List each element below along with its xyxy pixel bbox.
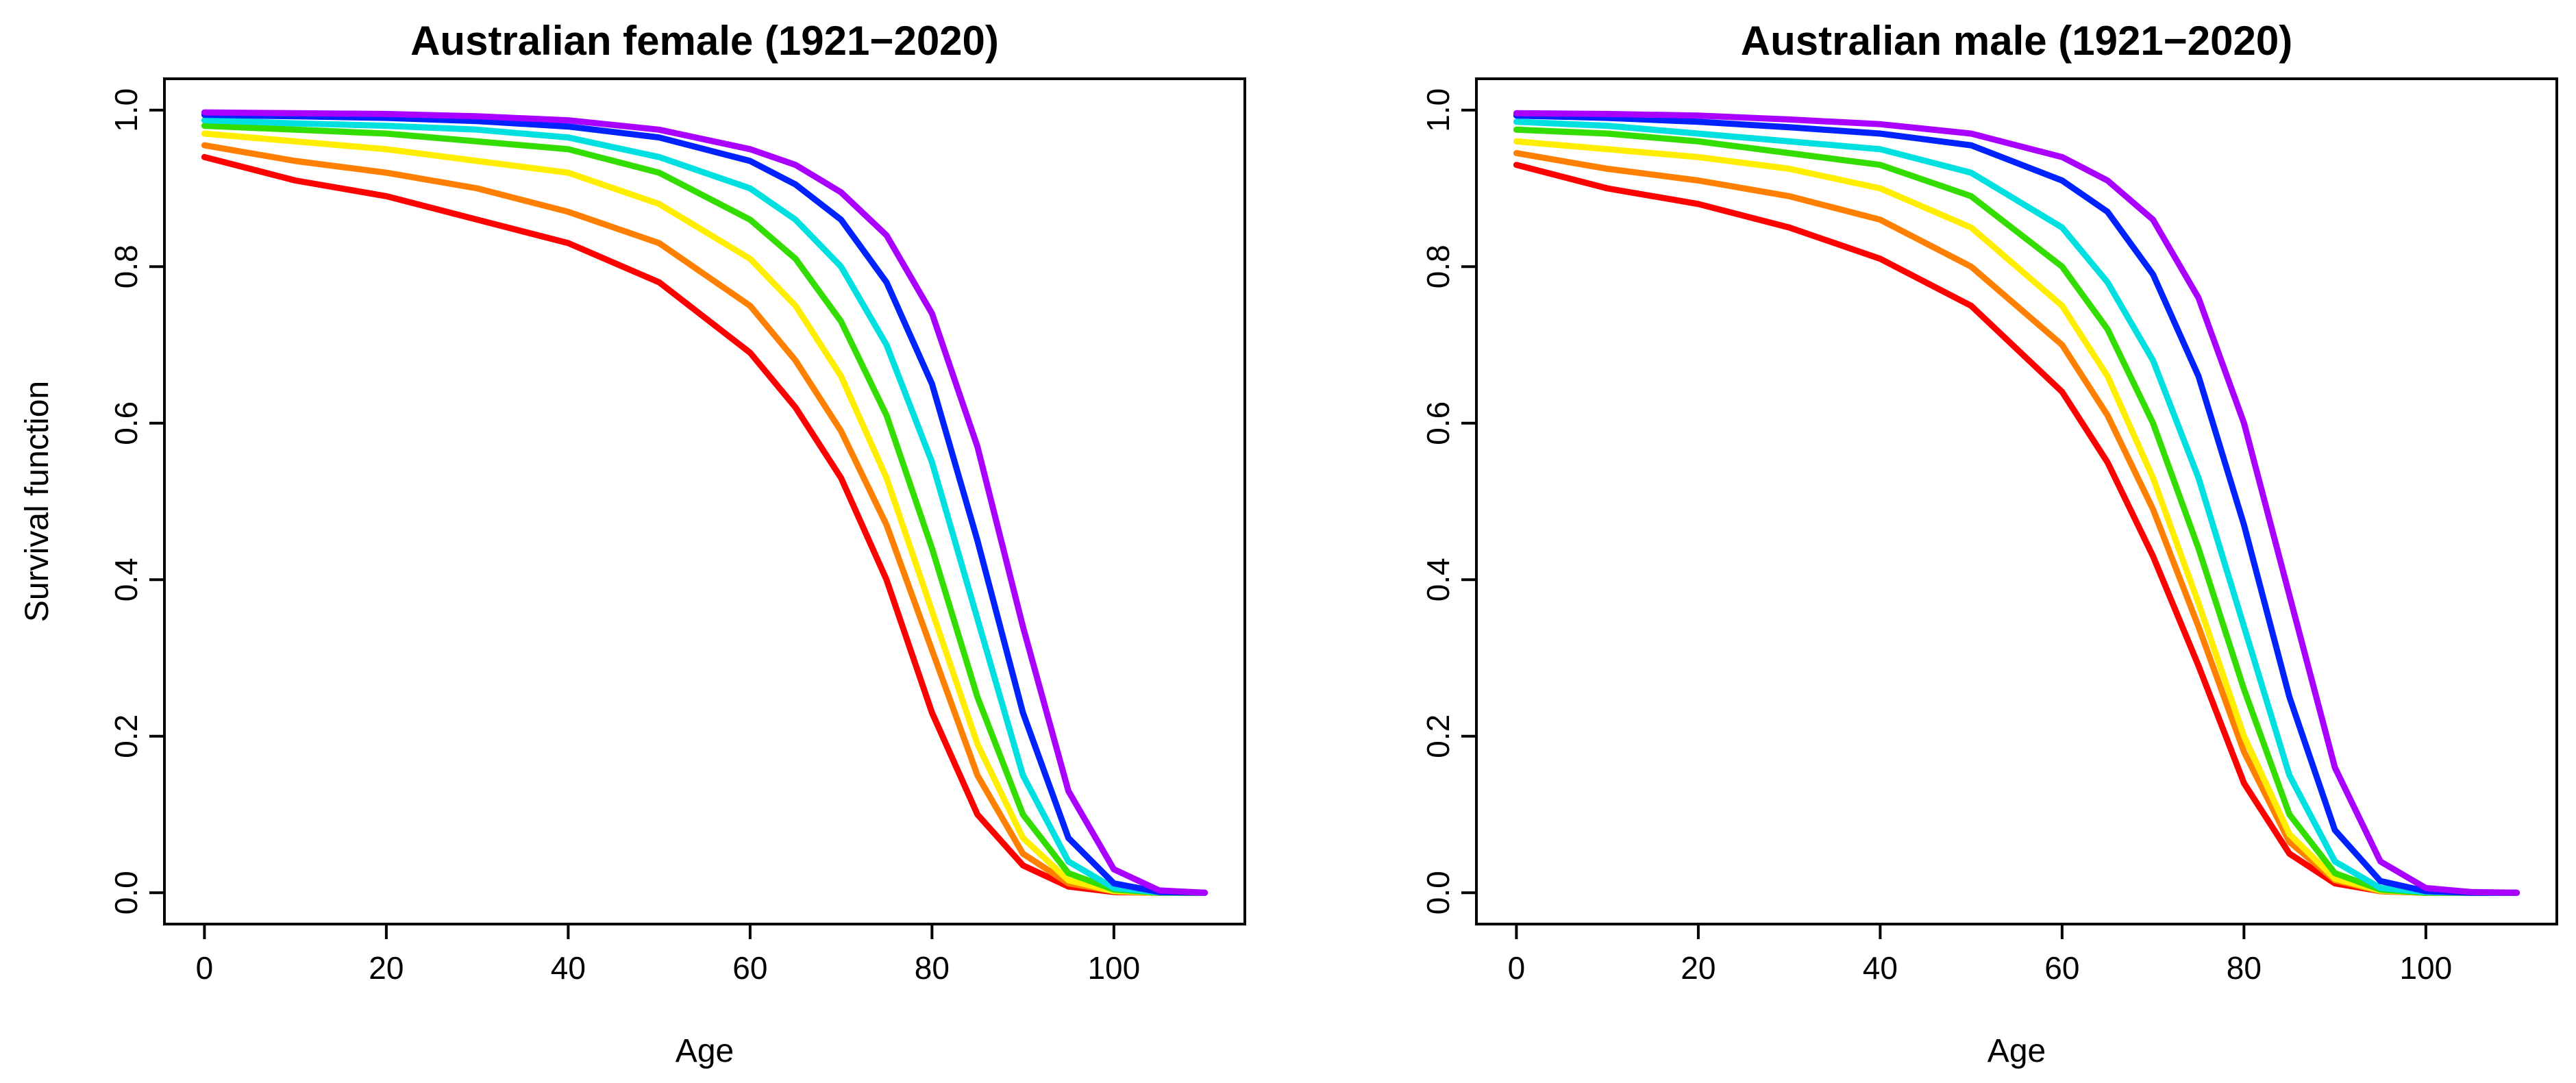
x-tick-label: 60 (732, 950, 767, 986)
y-tick-label: 1.0 (1420, 88, 1456, 132)
survival-curve (201, 112, 1209, 896)
survival-curve (1513, 119, 2521, 896)
survival-curve (1513, 126, 2521, 896)
x-tick-label: 100 (2399, 950, 2452, 986)
survival-curve (1513, 112, 2521, 896)
chart-title: Australian female (1921−2020) (410, 18, 999, 64)
survival-curve (201, 117, 1209, 896)
x-tick-label: 20 (1681, 950, 1716, 986)
x-tick-label: 20 (369, 950, 404, 986)
y-tick-label: 1.0 (108, 88, 144, 132)
chart-title: Australian male (1921−2020) (1741, 18, 2292, 64)
x-tick-label: 0 (196, 950, 214, 986)
plot-frame (163, 77, 1246, 925)
y-tick-label: 0.2 (1420, 714, 1456, 758)
y-tick-label: 0.6 (108, 401, 144, 445)
x-tick-label: 80 (915, 950, 950, 986)
y-tick-label: 0.0 (108, 871, 144, 914)
x-tick-label: 0 (1508, 950, 1526, 986)
y-tick-label: 0.4 (108, 558, 144, 601)
survival-curve (201, 130, 1209, 896)
x-tick-label: 80 (2227, 950, 2262, 986)
y-tick-label: 0.8 (108, 245, 144, 288)
y-axis-label: Survival function (19, 381, 55, 622)
survival-curve (201, 123, 1209, 896)
y-tick-label: 0.4 (1420, 558, 1456, 601)
x-tick-label: 60 (2044, 950, 2079, 986)
y-tick-label: 0.6 (1420, 401, 1456, 445)
x-tick-label: 100 (1087, 950, 1140, 986)
y-tick-label: 0.0 (1420, 871, 1456, 914)
x-tick-label: 40 (1863, 950, 1898, 986)
x-axis-label: Age (1987, 1033, 2046, 1069)
survival-curve (201, 109, 1209, 896)
x-axis-label: Age (676, 1033, 734, 1069)
survival-curve (1513, 110, 2521, 896)
survival-curve (1513, 162, 2521, 896)
x-tick-label: 40 (551, 950, 586, 986)
y-tick-label: 0.2 (108, 714, 144, 758)
survival-curve (1513, 138, 2521, 896)
survival-curve (201, 142, 1209, 896)
survival-curve (201, 153, 1209, 896)
y-tick-label: 0.8 (1420, 245, 1456, 288)
plot-frame (1475, 77, 2558, 925)
